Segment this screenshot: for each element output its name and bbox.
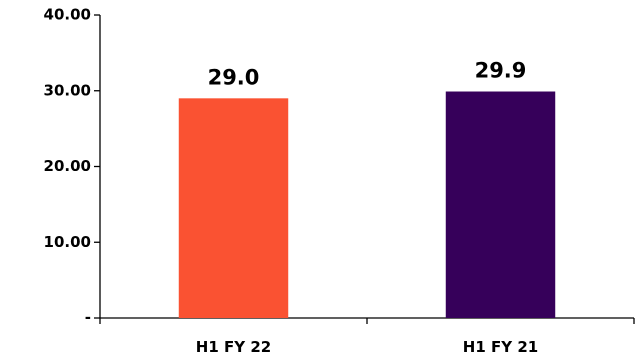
bars (178, 91, 556, 318)
y-ticks: - 10.00 20.00 30.00 40.00 (44, 6, 635, 327)
bar-0 (178, 98, 289, 318)
x-category-label: H1 FY 21 (463, 338, 538, 356)
y-tick-label: 20.00 (44, 157, 91, 175)
y-tick-label: 10.00 (44, 233, 91, 251)
data-label: 29.0 (208, 65, 260, 89)
x-category-label: H1 FY 22 (196, 338, 271, 356)
y-tick-label: 40.00 (44, 6, 91, 24)
labels: 29.0 H1 FY 22 29.9 H1 FY 21 (196, 59, 538, 356)
bar-1 (445, 91, 556, 318)
y-tick-label: 30.00 (44, 81, 91, 99)
y-tick-label: - (85, 309, 91, 327)
data-label: 29.9 (475, 59, 527, 83)
